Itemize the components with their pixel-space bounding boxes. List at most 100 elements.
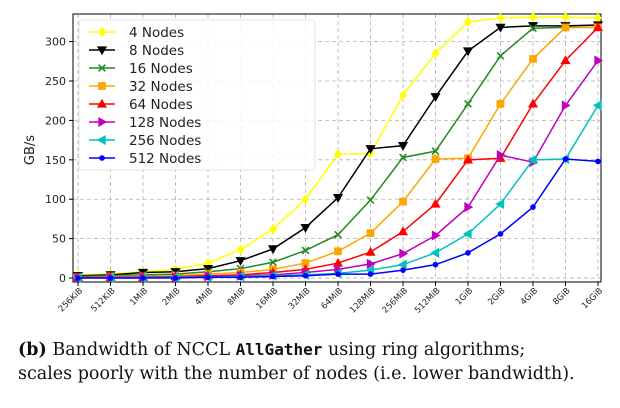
data-point bbox=[366, 258, 376, 269]
x-tick-label: 64MiB bbox=[319, 286, 345, 312]
x-tick-label: 4MiB bbox=[193, 286, 215, 308]
data-point bbox=[462, 228, 472, 239]
data-point bbox=[431, 230, 441, 241]
data-point bbox=[366, 196, 375, 204]
y-axis-label: GB/s bbox=[23, 135, 38, 165]
y-tick-label: 200 bbox=[45, 114, 66, 127]
marker-stroke bbox=[301, 246, 310, 255]
data-point bbox=[332, 194, 344, 203]
caption-operation: AllGather bbox=[235, 340, 323, 359]
data-point bbox=[397, 226, 409, 236]
x-tick-label: 4GiB bbox=[519, 286, 540, 307]
legend-item: 8 Nodes bbox=[89, 43, 184, 59]
legend-item: 256 Nodes bbox=[89, 133, 201, 149]
data-point bbox=[496, 51, 505, 60]
data-point bbox=[332, 257, 344, 267]
marker-stroke bbox=[529, 24, 537, 33]
y-tick-label: 300 bbox=[45, 36, 66, 49]
legend: 4 Nodes 8 Nodes 16 Nodes 32 Nodes 64 Nodes 12… bbox=[78, 19, 316, 171]
data-point bbox=[269, 224, 277, 235]
legend-label: 32 Nodes bbox=[129, 79, 193, 95]
data-point bbox=[527, 98, 539, 108]
y-tick-label: 250 bbox=[45, 75, 66, 88]
data-point bbox=[301, 194, 310, 205]
marker-stroke bbox=[366, 196, 375, 204]
legend-label: 4 Nodes bbox=[129, 25, 184, 41]
legend-label: 256 Nodes bbox=[129, 133, 201, 149]
legend-marker bbox=[96, 46, 108, 56]
data-point bbox=[560, 55, 571, 65]
legend-item: 512 Nodes bbox=[89, 151, 201, 167]
series-layer bbox=[72, 12, 604, 284]
data-point bbox=[497, 231, 504, 237]
marker-stroke bbox=[334, 230, 342, 239]
y-axis-ticks: 0 50 100 150 200 250 300 bbox=[45, 36, 73, 285]
data-point bbox=[529, 12, 537, 23]
figure-caption: (b) Bandwidth of NCCL AllGather using ri… bbox=[18, 338, 620, 386]
data-point bbox=[107, 275, 114, 281]
data-point bbox=[367, 271, 374, 277]
data-point bbox=[431, 48, 440, 59]
data-point bbox=[269, 258, 277, 267]
legend-label: 64 Nodes bbox=[129, 97, 193, 113]
x-tick-label: 256KiB bbox=[57, 286, 85, 314]
legend-label: 512 Nodes bbox=[129, 151, 201, 167]
x-tick-label: 512MiB bbox=[413, 286, 443, 316]
y-tick-label: 50 bbox=[52, 233, 66, 246]
data-point bbox=[300, 223, 311, 233]
caption-label: (b) bbox=[18, 340, 47, 360]
data-point bbox=[595, 158, 601, 165]
data-point bbox=[462, 154, 474, 164]
data-point bbox=[365, 145, 376, 154]
data-point bbox=[172, 275, 179, 281]
data-point bbox=[205, 274, 211, 281]
data-point bbox=[561, 23, 570, 32]
data-point bbox=[301, 246, 310, 255]
data-point bbox=[75, 275, 81, 281]
legend-item: 128 Nodes bbox=[89, 115, 201, 131]
x-tick-label: 16GiB bbox=[580, 286, 605, 311]
data-point bbox=[365, 246, 376, 256]
data-point bbox=[529, 24, 537, 33]
x-tick-label: 128MiB bbox=[348, 286, 378, 316]
data-point bbox=[432, 261, 439, 268]
data-point bbox=[430, 198, 441, 208]
data-point bbox=[527, 154, 537, 165]
legend-marker bbox=[96, 98, 108, 108]
data-point bbox=[592, 100, 602, 111]
data-point bbox=[462, 47, 474, 57]
data-point bbox=[496, 150, 506, 161]
legend-marker bbox=[98, 82, 106, 90]
y-tick-label: 100 bbox=[45, 193, 66, 206]
data-point bbox=[397, 141, 409, 151]
x-tick-label: 512KiB bbox=[89, 286, 117, 314]
data-point bbox=[237, 274, 244, 281]
data-point bbox=[366, 229, 375, 237]
data-point bbox=[302, 272, 309, 279]
data-point bbox=[592, 22, 604, 32]
data-point bbox=[594, 55, 604, 66]
marker-stroke bbox=[399, 153, 407, 162]
legend-item: 32 Nodes bbox=[89, 79, 193, 95]
y-tick-label: 150 bbox=[45, 154, 66, 167]
data-point bbox=[400, 267, 406, 273]
x-tick-label: 256MiB bbox=[381, 286, 411, 316]
data-point bbox=[464, 202, 474, 213]
x-tick-label: 32MiB bbox=[287, 286, 313, 312]
legend-label: 128 Nodes bbox=[129, 115, 201, 131]
data-point bbox=[530, 204, 536, 210]
marker-stroke bbox=[496, 51, 505, 60]
data-point bbox=[399, 248, 409, 259]
data-point bbox=[430, 93, 441, 102]
data-point bbox=[140, 275, 146, 281]
data-point bbox=[399, 197, 407, 206]
data-point bbox=[496, 12, 505, 23]
data-point bbox=[397, 259, 407, 270]
data-point bbox=[496, 99, 505, 108]
data-point bbox=[561, 12, 570, 23]
marker-stroke bbox=[269, 258, 277, 267]
x-tick-label: 2GiB bbox=[486, 286, 507, 307]
data-point bbox=[235, 257, 246, 266]
x-tick-label: 1GiB bbox=[454, 286, 475, 307]
legend-marker bbox=[98, 116, 108, 128]
